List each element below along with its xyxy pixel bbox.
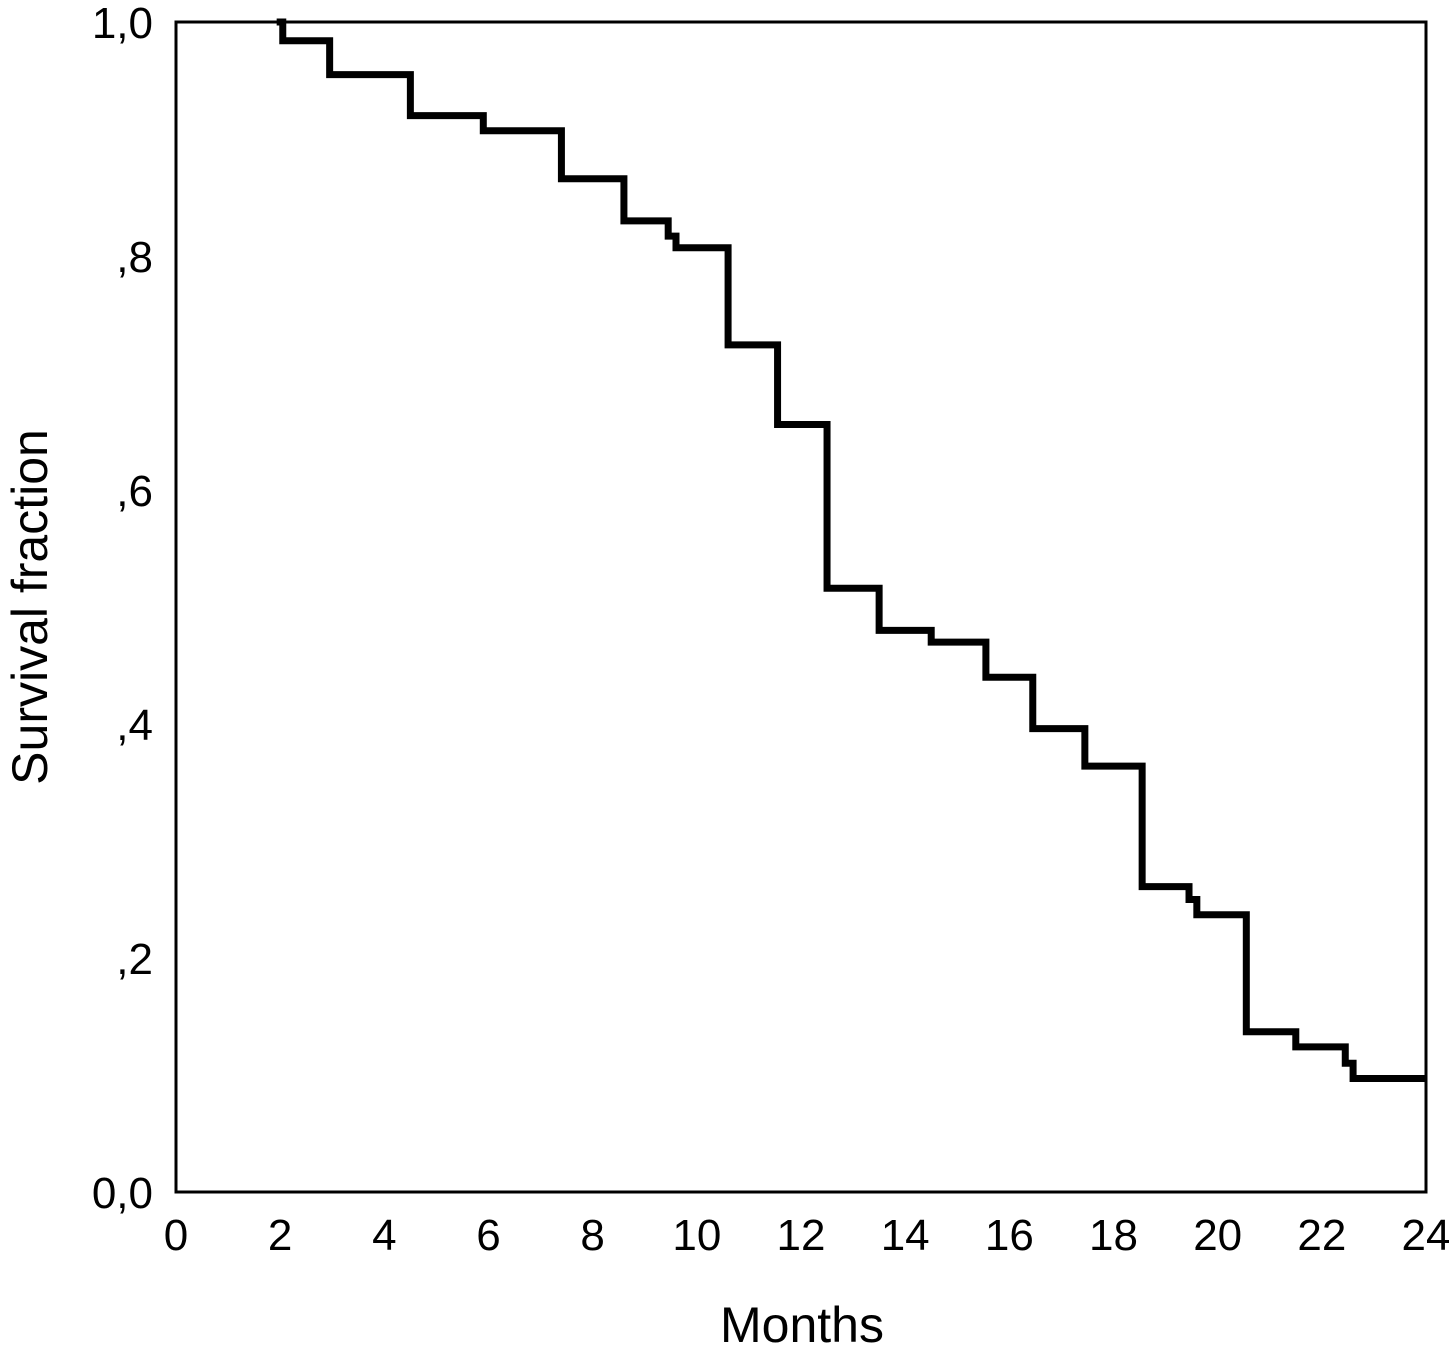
- x-tick-label: 14: [881, 1211, 930, 1260]
- x-tick-label: 18: [1089, 1211, 1138, 1260]
- y-tick-label: 0,0: [92, 1169, 153, 1218]
- y-tick-label: ,4: [116, 701, 153, 750]
- x-tick-label: 0: [164, 1211, 188, 1260]
- x-tick-label: 16: [985, 1211, 1034, 1260]
- x-tick-label: 8: [580, 1211, 604, 1260]
- plot-frame: [174, 20, 1428, 1194]
- y-tick-label: ,8: [116, 233, 153, 282]
- y-tick-label: ,6: [116, 467, 153, 516]
- y-axis-title: Survival fraction: [2, 429, 58, 785]
- x-tick-label: 22: [1297, 1211, 1346, 1260]
- x-tick-label: 12: [777, 1211, 826, 1260]
- x-tick-label: 20: [1193, 1211, 1242, 1260]
- y-tick-label: 1,0: [92, 0, 153, 48]
- x-axis-ticks: 0 2 4 6 8 10 12 14 16 18 20 22 24: [164, 1211, 1449, 1260]
- y-tick-label: ,2: [116, 935, 153, 984]
- x-tick-label: 4: [372, 1211, 396, 1260]
- x-tick-label: 10: [672, 1211, 721, 1260]
- y-axis-ticks: 0,0 ,2 ,4 ,6 ,8 1,0: [92, 0, 153, 1218]
- survival-step-line: [276, 18, 1427, 1083]
- x-tick-label: 24: [1402, 1211, 1449, 1260]
- x-axis-title: Months: [720, 1297, 884, 1353]
- x-tick-label: 2: [268, 1211, 292, 1260]
- x-tick-label: 6: [476, 1211, 500, 1260]
